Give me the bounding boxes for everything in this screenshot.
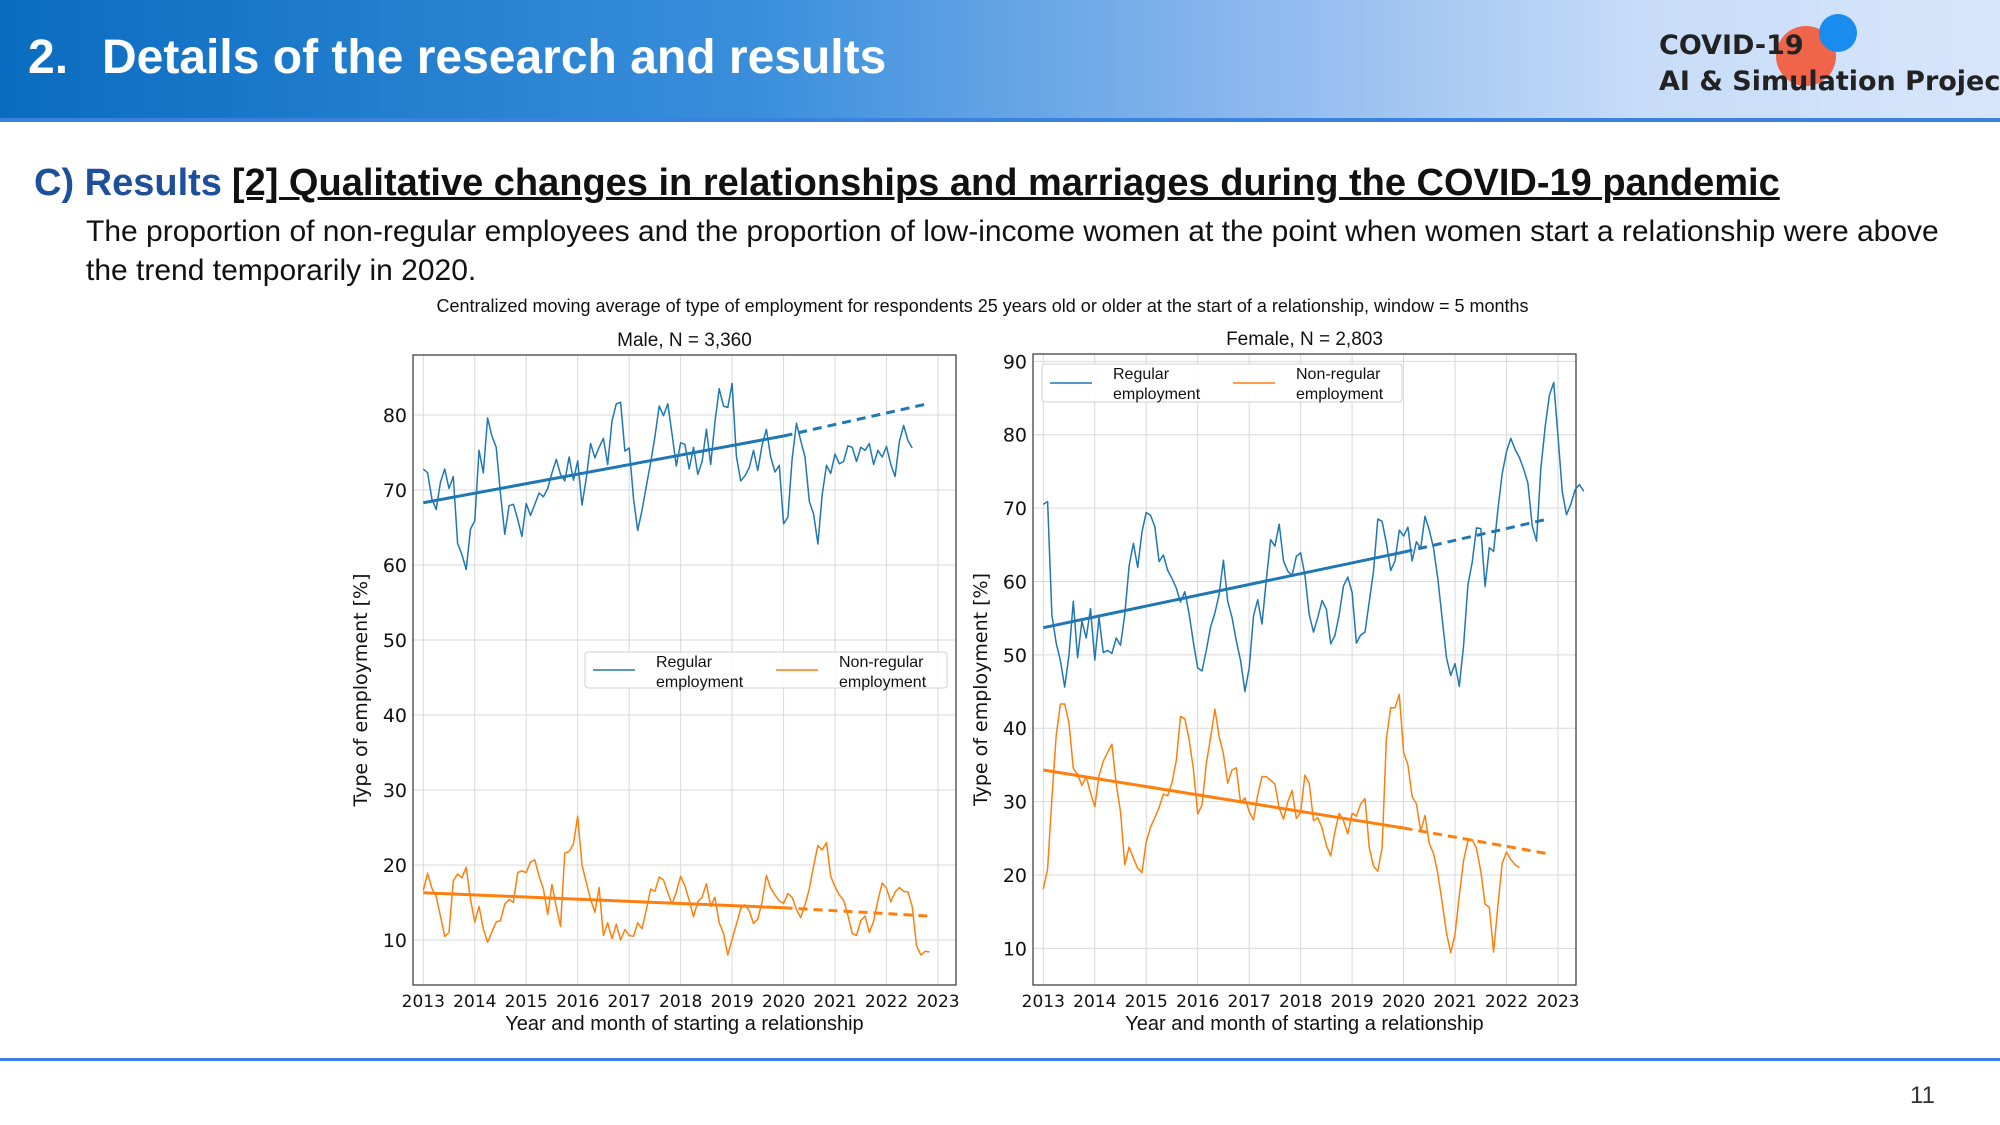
section-title: C) Results [2] Qualitative changes in rel… — [34, 162, 1780, 205]
female-xtick-label: 2015 — [1125, 992, 1168, 1012]
figure-caption-text: Centralized moving average of type of em… — [436, 296, 1529, 316]
female-trend-regular-dashed — [1403, 517, 1549, 554]
female-ytick-label: 50 — [1003, 645, 1027, 667]
male-legend-label: Non-regular — [839, 654, 924, 671]
project-logo: COVID-19 AI & Simulation Project — [1655, 14, 2000, 108]
female-ytick-label: 80 — [1003, 425, 1027, 447]
female-xtick-label: 2021 — [1433, 992, 1476, 1012]
female-xtick-label: 2022 — [1485, 992, 1528, 1012]
female-xtick-label: 2018 — [1279, 992, 1322, 1012]
male-ytick-label: 10 — [383, 930, 407, 952]
female-xtick-label: 2016 — [1176, 992, 1219, 1012]
slide-title: 2. Details of the research and results — [28, 30, 886, 85]
male-xtick-label: 2019 — [710, 992, 753, 1012]
female-chart: 2013 2014 2015 2016 2017 2018 2019 2020 2021 2022… — [970, 329, 1585, 1035]
female-legend-label: Regular — [1113, 366, 1170, 383]
male-yaxis-label: Type of employment [%] — [350, 573, 372, 807]
male-ytick-label: 50 — [383, 630, 407, 652]
male-trend-regular-solid — [423, 434, 784, 505]
male-ytick-label: 30 — [383, 780, 407, 802]
body-text: The proportion of non-regular employees … — [86, 215, 1939, 287]
male-ytick-label: 80 — [383, 405, 407, 427]
male-xtick-label: 2020 — [762, 992, 805, 1012]
female-ytick-label: 20 — [1003, 865, 1027, 887]
male-legend-box — [584, 651, 948, 689]
male-chart-title: Male, N = 3,360 — [617, 330, 752, 351]
male-trend-nonregular-solid — [423, 891, 784, 910]
logo-blue-circle — [1819, 14, 1857, 52]
female-trend-nonregular-dashed — [1403, 826, 1548, 856]
results-label: C) Results — [34, 162, 222, 204]
slide-title-number: 2. — [28, 31, 69, 84]
footer-divider — [0, 1058, 2000, 1061]
page-number: 11 — [1910, 1082, 1935, 1109]
male-xtick-label: 2023 — [916, 992, 959, 1012]
female-xaxis-label: Year and month of starting a relationshi… — [1125, 1013, 1483, 1035]
figure-caption: Centralized moving average of type of em… — [0, 296, 1935, 317]
male-xaxis-label: Year and month of starting a relationshi… — [505, 1013, 863, 1035]
male-xtick-label: 2014 — [453, 992, 496, 1012]
female-yaxis-label: Type of employment [%] — [970, 573, 992, 807]
female-ytick-label: 30 — [1003, 792, 1027, 814]
slide-title-text: Details of the research and results — [102, 31, 887, 84]
female-ytick-label: 40 — [1003, 718, 1027, 740]
male-ytick-label: 20 — [383, 855, 407, 877]
male-xtick-label: 2016 — [556, 992, 599, 1012]
female-series-nonregular-line — [1042, 693, 1520, 954]
female-xtick-label: 2019 — [1330, 992, 1373, 1012]
male-series-regular-line — [422, 382, 913, 571]
female-legend-label: Non-regular — [1296, 366, 1381, 383]
female-legend-label: employment — [1296, 386, 1384, 403]
male-xtick-label: 2018 — [659, 992, 702, 1012]
header-divider — [0, 118, 2000, 122]
logo-line-2: AI & Simulation Project — [1659, 66, 2000, 97]
female-ytick-label: 70 — [1003, 498, 1027, 520]
header-banner — [0, 0, 2000, 118]
male-xtick-label: 2017 — [608, 992, 651, 1012]
male-legend-label: employment — [656, 674, 744, 691]
female-plot-frame — [1032, 353, 1577, 986]
male-xtick-label: 2021 — [813, 992, 856, 1012]
male-ytick-label: 70 — [383, 480, 407, 502]
male-xtick-label: 2013 — [402, 992, 445, 1012]
female-ytick-label: 10 — [1003, 938, 1027, 960]
male-series-nonregular-line — [422, 815, 930, 956]
male-chart: 2013 2014 2015 2016 2017 2018 2019 2020 2021 2022… — [350, 330, 960, 1035]
male-trend-regular-dashed — [783, 402, 929, 438]
female-xtick-label: 2013 — [1022, 992, 1065, 1012]
male-xtick-label: 2022 — [865, 992, 908, 1012]
male-legend: Regular employment Non-regular employment — [584, 651, 948, 691]
male-legend-label: employment — [839, 674, 927, 691]
female-legend-box — [1041, 363, 1403, 403]
female-xtick-label: 2023 — [1536, 992, 1579, 1012]
female-xtick-label: 2014 — [1073, 992, 1116, 1012]
male-plot-frame — [412, 354, 957, 986]
male-legend-label: Regular — [656, 654, 713, 671]
section-subtitle: [2] Qualitative changes in relationships… — [231, 162, 1780, 204]
male-ytick-label: 60 — [383, 555, 407, 577]
female-xtick-label: 2020 — [1382, 992, 1425, 1012]
male-trend-nonregular-dashed — [783, 906, 928, 918]
female-ytick-label: 60 — [1003, 571, 1027, 593]
female-trend-nonregular-solid — [1043, 768, 1404, 830]
female-ytick-label: 90 — [1003, 351, 1027, 373]
female-legend-label: employment — [1113, 386, 1201, 403]
female-legend: Regular employment Non-regular employment — [1041, 363, 1403, 403]
female-trend-regular-solid — [1042, 550, 1404, 630]
male-ytick-label: 40 — [383, 705, 407, 727]
logo-line-1: COVID-19 — [1659, 30, 1804, 61]
female-xtick-label: 2017 — [1228, 992, 1271, 1012]
male-xtick-label: 2015 — [505, 992, 548, 1012]
female-series-regular-line — [1042, 381, 1585, 693]
female-chart-title: Female, N = 2,803 — [1226, 329, 1383, 350]
